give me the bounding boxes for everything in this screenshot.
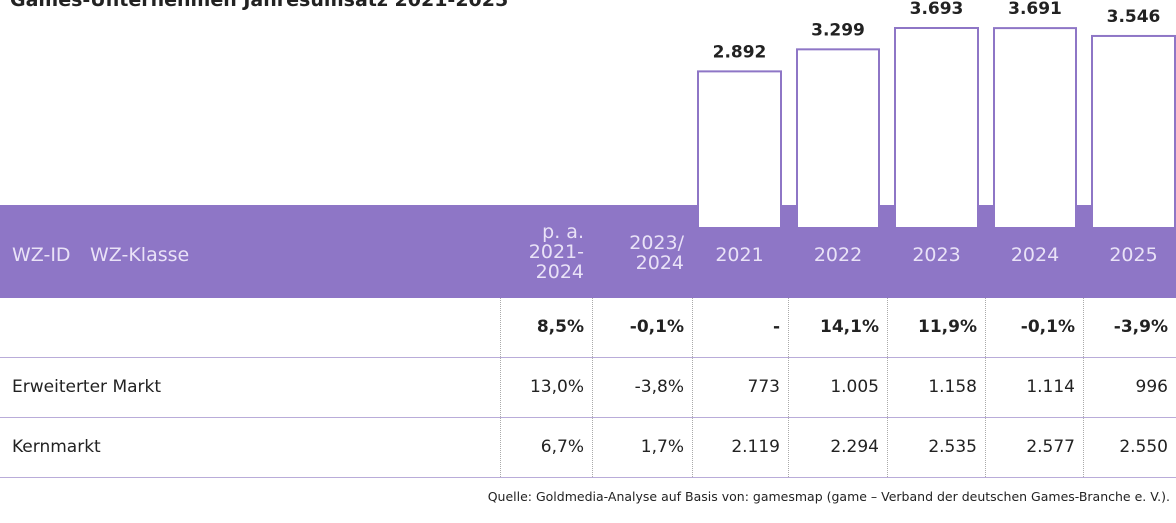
- bar-label: 3.299: [811, 20, 865, 40]
- table-cell: 13,0%: [500, 358, 592, 417]
- table-cell: 2.119: [692, 418, 788, 477]
- bar-chart: 2.892 3.299 3.693 3.691 3.546: [697, 0, 1176, 230]
- table-cell: 1.114: [985, 358, 1083, 417]
- header-cell: 2022: [813, 244, 863, 266]
- table-cell: 996: [1083, 358, 1176, 417]
- header-cell: 2021: [715, 244, 764, 266]
- source: Quelle: Goldmedia-Analyse auf Basis von:…: [487, 489, 1170, 504]
- header-cell: 2025: [1109, 244, 1158, 266]
- table-cell: 8,5%: [500, 298, 592, 357]
- header-cell: WZ-ID: [12, 244, 71, 266]
- bar: [1091, 34, 1176, 229]
- table-cell: -3,9%: [1083, 298, 1176, 357]
- table-header: [0, 205, 1176, 298]
- row-label: Kernmarkt: [12, 437, 101, 457]
- table-cell: 773: [692, 358, 788, 417]
- bar-label: 2.892: [713, 42, 767, 62]
- table-cell: 2.294: [788, 418, 887, 477]
- table-cell: 2.577: [985, 418, 1083, 477]
- table-cell: -3,8%: [592, 358, 692, 417]
- table-cell: 6,7%: [500, 418, 592, 477]
- table-cell: 1.005: [788, 358, 887, 417]
- table-cell: 2.535: [887, 418, 985, 477]
- header-cell: 2023: [912, 244, 961, 266]
- table-row: Kernmarkt 6,7% 1,7% 2.119 2.294 2.535 2.577 2.5…: [0, 418, 1176, 478]
- header-cell: 2024: [1010, 244, 1060, 266]
- bar: [894, 27, 979, 229]
- table-row: Erweiterter Markt 13,0% -3,8% 773 1.005 1.158…: [0, 358, 1176, 418]
- table-cell: 11,9%: [887, 298, 985, 357]
- table-cell: -0,1%: [985, 298, 1083, 357]
- bar-label: 3.691: [1008, 0, 1062, 19]
- bar: [697, 70, 782, 229]
- table-cell: 14,1%: [788, 298, 887, 357]
- table-cell: 1.158: [887, 358, 985, 417]
- bar-label: 3.693: [910, 0, 964, 19]
- table-cell: -0,1%: [592, 298, 692, 357]
- table-cell: 2.550: [1083, 418, 1176, 477]
- row-label: Erweiterter Markt: [12, 377, 162, 397]
- title: Games-Unternehmen Jahresumsatz 2021-2025: [10, 0, 509, 11]
- table-row: 8,5% -0,1% -14,1% 11,9% -0,1% -3,9%: [0, 298, 1176, 358]
- header-cell: 2023/ 2024: [629, 232, 684, 274]
- table-cell: 1,7%: [592, 418, 692, 477]
- bar-label: 3.546: [1107, 7, 1161, 27]
- bar: [993, 27, 1077, 230]
- table-cell: -: [692, 298, 788, 357]
- bar: [796, 48, 880, 230]
- header-cell: p. a. 2021-2024: [528, 221, 584, 283]
- header-cell: WZ-Klasse: [90, 244, 190, 266]
